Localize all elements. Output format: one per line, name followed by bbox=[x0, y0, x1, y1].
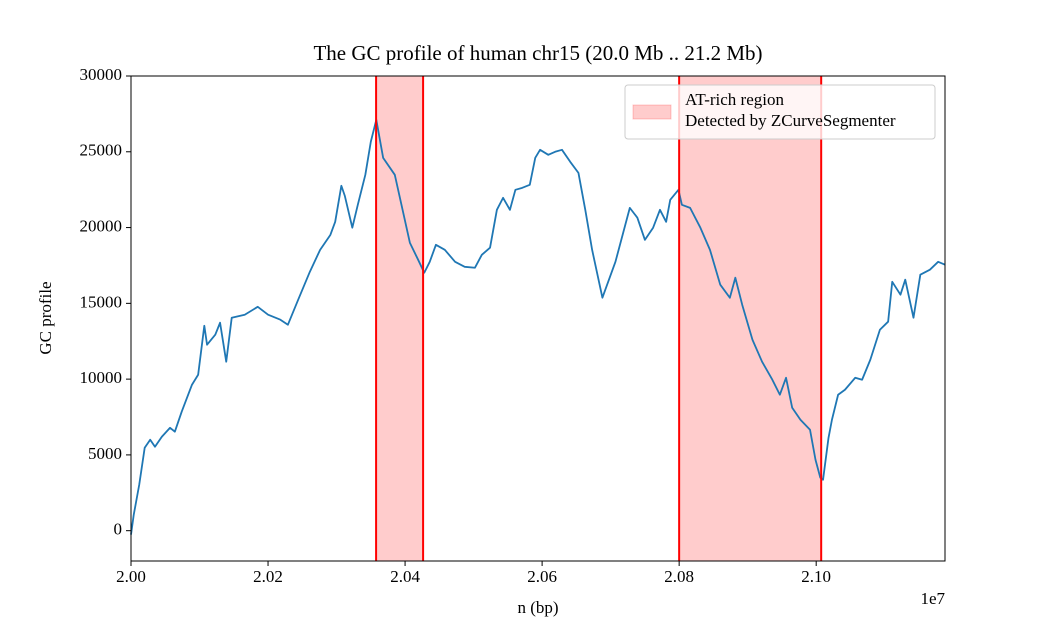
y-tick-label: 5000 bbox=[88, 444, 122, 463]
x-tick-label: 2.04 bbox=[390, 567, 420, 586]
chart-title: The GC profile of human chr15 (20.0 Mb .… bbox=[313, 41, 762, 65]
legend-label: AT-rich region bbox=[685, 90, 784, 109]
x-offset-label: 1e7 bbox=[920, 589, 945, 608]
y-tick-label: 0 bbox=[114, 520, 123, 539]
x-tick-label: 2.10 bbox=[801, 567, 831, 586]
highlight-region bbox=[679, 76, 822, 561]
x-tick-label: 2.08 bbox=[664, 567, 694, 586]
y-tick-label: 30000 bbox=[80, 65, 123, 84]
y-tick-label: 15000 bbox=[80, 292, 123, 311]
data-line bbox=[130, 118, 946, 535]
y-axis-label: GC profile bbox=[36, 281, 55, 354]
plot-frame bbox=[130, 75, 946, 562]
x-tick-label: 2.02 bbox=[253, 567, 283, 586]
y-tick-label: 10000 bbox=[80, 368, 123, 387]
highlight-region bbox=[376, 76, 424, 561]
x-tick-label: 2.06 bbox=[527, 567, 557, 586]
legend-label: Detected by ZCurveSegmenter bbox=[685, 111, 896, 130]
y-tick-label: 25000 bbox=[80, 141, 123, 160]
legend-box bbox=[624, 84, 936, 140]
x-tick-label: 2.00 bbox=[116, 567, 146, 586]
x-axis-label: n (bp) bbox=[517, 598, 558, 617]
legend-swatch bbox=[632, 104, 672, 120]
y-tick-label: 20000 bbox=[80, 216, 123, 235]
